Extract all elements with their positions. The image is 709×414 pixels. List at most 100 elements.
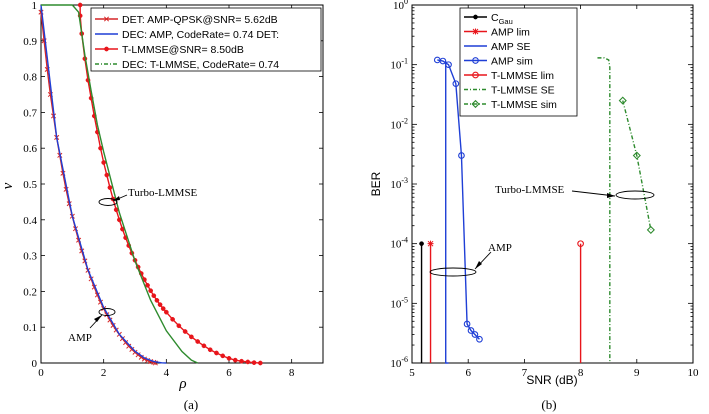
legend-marker-a-0 — [103, 16, 110, 22]
legend-marker-a-2 — [104, 46, 109, 52]
data-point-a-2 — [151, 293, 157, 299]
x-tick-label-b: 9 — [634, 367, 640, 379]
y-tick-label-a: 0.3 — [23, 251, 37, 263]
arrowhead-amp-b — [475, 261, 482, 269]
y-tick-label-b: 10-4 — [390, 236, 408, 251]
annotation-ellipse-amp — [98, 308, 116, 316]
x-tick-label-b: 5 — [409, 367, 415, 379]
data-point-a-2 — [160, 306, 166, 311]
data-point-a-2 — [239, 358, 244, 364]
data-point-b-3 — [458, 152, 465, 159]
legend-label-a-0: DET: AMP-QPSK@SNR= 5.62dB — [122, 14, 278, 26]
y-tick-label-a: 0.5 — [23, 179, 37, 191]
y-axis-label-b: BER — [369, 171, 383, 196]
data-point-a-2 — [251, 360, 257, 365]
annotation-ellipse-amp-b — [429, 267, 477, 277]
data-point-b-6 — [646, 225, 655, 234]
series-line-b-3 — [437, 59, 480, 340]
data-point-a-2 — [157, 302, 163, 307]
data-point-a-2 — [104, 172, 110, 178]
panel-b: 5 6 7 8 9 10 10-6 10-5 10-4 10-3 10-2 10-1 100 SNR (d… — [369, 0, 699, 387]
caption-b: (b) — [541, 397, 556, 412]
legend-label-a-2: T-LMMSE@SNR= 8.50dB — [122, 44, 244, 56]
data-point-b-4 — [577, 240, 584, 248]
x-tick-label-b: 6 — [465, 367, 471, 379]
y-tick-label-a: 0.8 — [23, 72, 37, 84]
x-tick-label-a: 8 — [289, 367, 295, 379]
data-point-a-2 — [201, 343, 207, 349]
y-tick-label-a: 0.6 — [23, 143, 37, 155]
data-point-a-2 — [195, 339, 201, 344]
x-tick-label-a: 2 — [101, 367, 107, 379]
arrowhead-turbo — [113, 196, 120, 201]
legend-label-a-3: DEC: T-LMMSE, CodeRate= 0.74 — [122, 59, 279, 71]
data-point-a-2 — [101, 160, 107, 165]
data-point-b-0 — [419, 241, 424, 247]
data-point-a-2 — [232, 357, 238, 363]
legend-marker-b-4 — [472, 71, 479, 79]
data-point-a-0 — [138, 354, 144, 360]
y-tick-label-a: 0.1 — [23, 322, 37, 334]
series-line-a-1 — [40, 4, 167, 364]
legend-box-b — [459, 7, 578, 117]
legend-label-b-3: AMP sim — [491, 56, 533, 68]
legend-label-b-0: CGau — [491, 12, 513, 26]
y-tick-label-a: 0.9 — [23, 36, 37, 48]
y-tick-label-a: 0.4 — [23, 215, 37, 227]
data-point-a-2 — [182, 329, 188, 334]
y-tick-label-b: 10-3 — [390, 176, 408, 191]
data-point-b-6 — [632, 151, 641, 160]
data-point-b-3 — [445, 61, 452, 69]
x-tick-label-a: 4 — [164, 367, 170, 379]
data-point-b-3 — [471, 331, 479, 338]
x-axis-label-b: SNR (dB) — [526, 373, 577, 387]
arrowhead-amp — [94, 315, 102, 322]
y-tick-label-b: 10-2 — [390, 116, 408, 131]
y-tick-label-a: 0.2 — [23, 286, 37, 298]
legend-label-b-6: T-LMMSE sim — [491, 99, 557, 111]
annotation-turbo-lmmse: Turbo-LMMSE — [128, 187, 198, 199]
x-tick-label-b: 10 — [688, 367, 700, 379]
legend-marker-b-6 — [471, 99, 480, 109]
y-tick-label-b: 10-6 — [390, 355, 408, 370]
y-tick-label-b: 10-1 — [390, 57, 408, 72]
data-point-b-3 — [476, 335, 483, 343]
arrowhead-turbo-b — [607, 193, 615, 198]
data-point-a-2 — [257, 360, 263, 366]
series-line-b-5 — [597, 57, 611, 363]
data-point-a-2 — [245, 359, 251, 365]
y-axis-label-a: ν — [0, 182, 16, 189]
legend-box-a — [90, 7, 322, 72]
data-point-a-2 — [226, 355, 232, 361]
legend-label-b-4: T-LMMSE lim — [491, 70, 554, 82]
y-tick-label-b: 10-5 — [390, 295, 408, 310]
panel-a: 0 2 4 6 8 0 0.1 0.2 0.3 0.4 0.5 0.6 0.7 0.8 0.9 1 ρ ν Turb… — [0, 0, 324, 392]
data-point-a-2 — [220, 353, 226, 359]
data-point-a-2 — [207, 347, 213, 353]
annotation-amp: AMP — [68, 332, 92, 344]
series-line-a-3 — [41, 4, 198, 364]
annotation-turbo-lmmse-b: Turbo-LMMSE — [495, 184, 565, 196]
legend-label-b-2: AMP SE — [491, 41, 531, 53]
data-point-a-2 — [176, 323, 182, 329]
data-point-b-1 — [427, 240, 434, 247]
y-tick-label-a: 0.7 — [23, 107, 37, 119]
y-tick-label-a: 0 — [32, 358, 38, 370]
x-tick-label-b: 7 — [522, 367, 528, 379]
legend-label-b-1: AMP lim — [491, 27, 530, 39]
y-tick-label-a: 1 — [32, 0, 38, 12]
legend-marker-b-0 — [473, 14, 478, 20]
series-line-b-2 — [445, 61, 449, 364]
data-point-b-3 — [467, 327, 475, 334]
x-axis-label-a: ρ — [178, 376, 186, 392]
x-tick-label-a: 6 — [226, 367, 232, 379]
data-point-a-2 — [107, 185, 113, 190]
data-point-a-2 — [163, 309, 169, 315]
x-tick-label-b: 8 — [578, 367, 584, 379]
annotation-amp-b: AMP — [488, 242, 512, 254]
data-point-a-2 — [154, 298, 160, 303]
data-point-b-3 — [439, 57, 447, 65]
data-point-a-2 — [77, 2, 83, 8]
legend-a: DET: AMP-QPSK@SNR= 5.62dB DEC: AMP, CodeR… — [90, 7, 322, 72]
